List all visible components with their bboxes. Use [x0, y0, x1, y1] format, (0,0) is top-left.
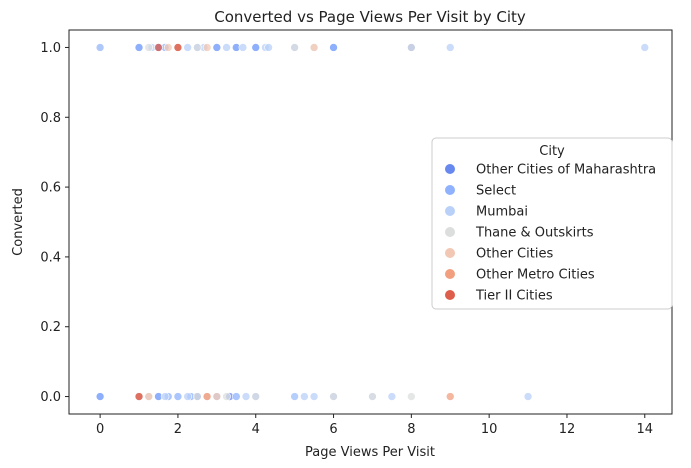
x-tick-label: 2: [174, 422, 182, 437]
data-point: [134, 43, 144, 52]
series-group: [134, 43, 455, 401]
data-point: [387, 392, 397, 401]
y-tick-label: 0.2: [40, 320, 61, 335]
y-tick-label: 0.0: [40, 390, 61, 405]
legend-label: Tier II Cities: [475, 289, 553, 304]
y-tick-label: 1.0: [40, 41, 61, 56]
data-point: [144, 43, 154, 52]
legend-label: Select: [476, 184, 516, 199]
data-point: [368, 392, 377, 401]
data-point: [173, 43, 183, 52]
legend-label: Other Cities: [476, 247, 553, 262]
legend-frame: [431, 137, 673, 310]
data-point: [300, 392, 309, 401]
data-point: [183, 392, 192, 401]
data-point: [222, 43, 231, 52]
x-tick-label: 4: [252, 422, 260, 437]
data-point: [290, 43, 299, 52]
data-point: [95, 43, 105, 52]
data-point: [193, 392, 202, 401]
data-point: [445, 43, 455, 52]
data-point: [202, 43, 212, 52]
data-point: [407, 392, 416, 401]
legend-marker: [445, 269, 455, 279]
legend-label: Other Metro Cities: [476, 268, 595, 283]
series-group: [144, 43, 319, 401]
y-tick-label: 0.4: [40, 250, 61, 265]
data-point: [523, 392, 533, 401]
legend-label: Mumbai: [476, 205, 528, 220]
legend-marker: [445, 164, 455, 174]
data-point: [309, 43, 319, 52]
data-point: [160, 392, 170, 401]
x-tick-label: 0: [96, 422, 104, 437]
x-axis: 0 2 4 6 8 10 12 14: [96, 414, 653, 437]
data-point: [640, 43, 650, 52]
data-point: [163, 43, 173, 52]
legend-marker: [445, 227, 455, 237]
data-point: [290, 392, 299, 401]
data-point: [445, 392, 455, 401]
series-group: [134, 43, 183, 401]
x-axis-label: Page Views Per Visit: [305, 445, 435, 460]
data-point: [202, 392, 212, 401]
y-tick-label: 0.8: [40, 111, 61, 126]
data-point: [231, 392, 241, 401]
legend-marker: [445, 290, 455, 300]
y-tick-label: 0.6: [40, 181, 61, 196]
data-point: [238, 43, 248, 52]
legend-label: Thane & Outskirts: [475, 226, 594, 241]
legend-label: Other Cities of Maharashtra: [476, 163, 656, 178]
x-tick-label: 6: [329, 422, 337, 437]
legend-marker: [445, 248, 455, 258]
y-axis-label: Converted: [11, 188, 26, 256]
legend-marker: [445, 206, 455, 216]
data-point: [173, 392, 183, 401]
data-point: [241, 392, 251, 401]
series-group: [95, 43, 416, 401]
data-point: [329, 43, 338, 52]
data-point: [193, 43, 202, 52]
series-group: [95, 43, 338, 401]
x-tick-label: 12: [559, 422, 576, 437]
x-tick-label: 14: [636, 422, 653, 437]
data-point: [264, 43, 273, 52]
data-point: [144, 392, 154, 401]
chart-title: Converted vs Page Views Per Visit by Cit…: [214, 8, 526, 26]
data-point: [183, 43, 192, 52]
data-point: [212, 43, 222, 52]
y-axis: 0.0 0.2 0.4 0.6 0.8 1.0: [40, 41, 69, 405]
legend-marker: [445, 185, 455, 195]
data-point: [222, 392, 231, 401]
data-point: [251, 43, 261, 52]
points-layer: [95, 43, 650, 401]
data-point: [329, 392, 338, 401]
data-point: [212, 392, 222, 401]
legend-items: Other Cities of Maharashtra Select Mumbai T…: [445, 163, 656, 304]
data-point: [309, 392, 319, 401]
x-tick-label: 8: [407, 422, 415, 437]
data-point: [154, 43, 163, 52]
legend: City Other Cities of Maharashtra Select Mu…: [431, 137, 673, 310]
data-point: [407, 43, 416, 52]
data-point: [95, 392, 105, 401]
x-tick-label: 10: [481, 422, 498, 437]
legend-title: City: [539, 144, 565, 159]
data-point: [134, 392, 144, 401]
data-point: [251, 392, 261, 401]
series-group: [144, 43, 416, 401]
